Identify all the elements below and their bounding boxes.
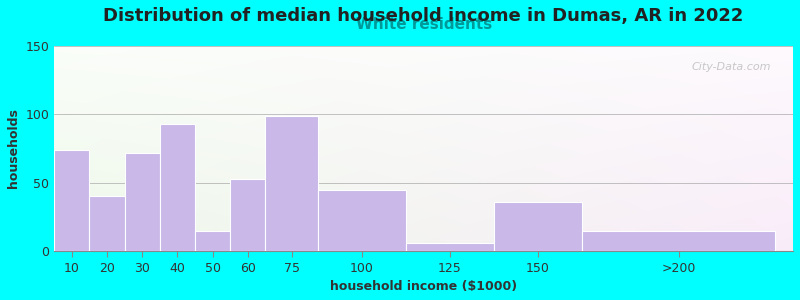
Bar bbox=[195, 231, 230, 251]
Bar bbox=[582, 231, 775, 251]
Bar bbox=[230, 178, 266, 251]
Title: Distribution of median household income in Dumas, AR in 2022: Distribution of median household income … bbox=[103, 7, 744, 25]
Bar bbox=[494, 202, 582, 251]
Bar bbox=[160, 124, 195, 251]
X-axis label: household income ($1000): household income ($1000) bbox=[330, 280, 518, 293]
Bar bbox=[406, 243, 494, 251]
Bar bbox=[266, 116, 318, 251]
Text: City-Data.com: City-Data.com bbox=[691, 62, 771, 72]
Bar bbox=[318, 190, 406, 251]
Bar bbox=[125, 153, 160, 251]
Bar bbox=[54, 150, 90, 251]
Text: White residents: White residents bbox=[355, 16, 492, 32]
Y-axis label: households: households bbox=[7, 109, 20, 188]
Bar bbox=[90, 196, 125, 251]
